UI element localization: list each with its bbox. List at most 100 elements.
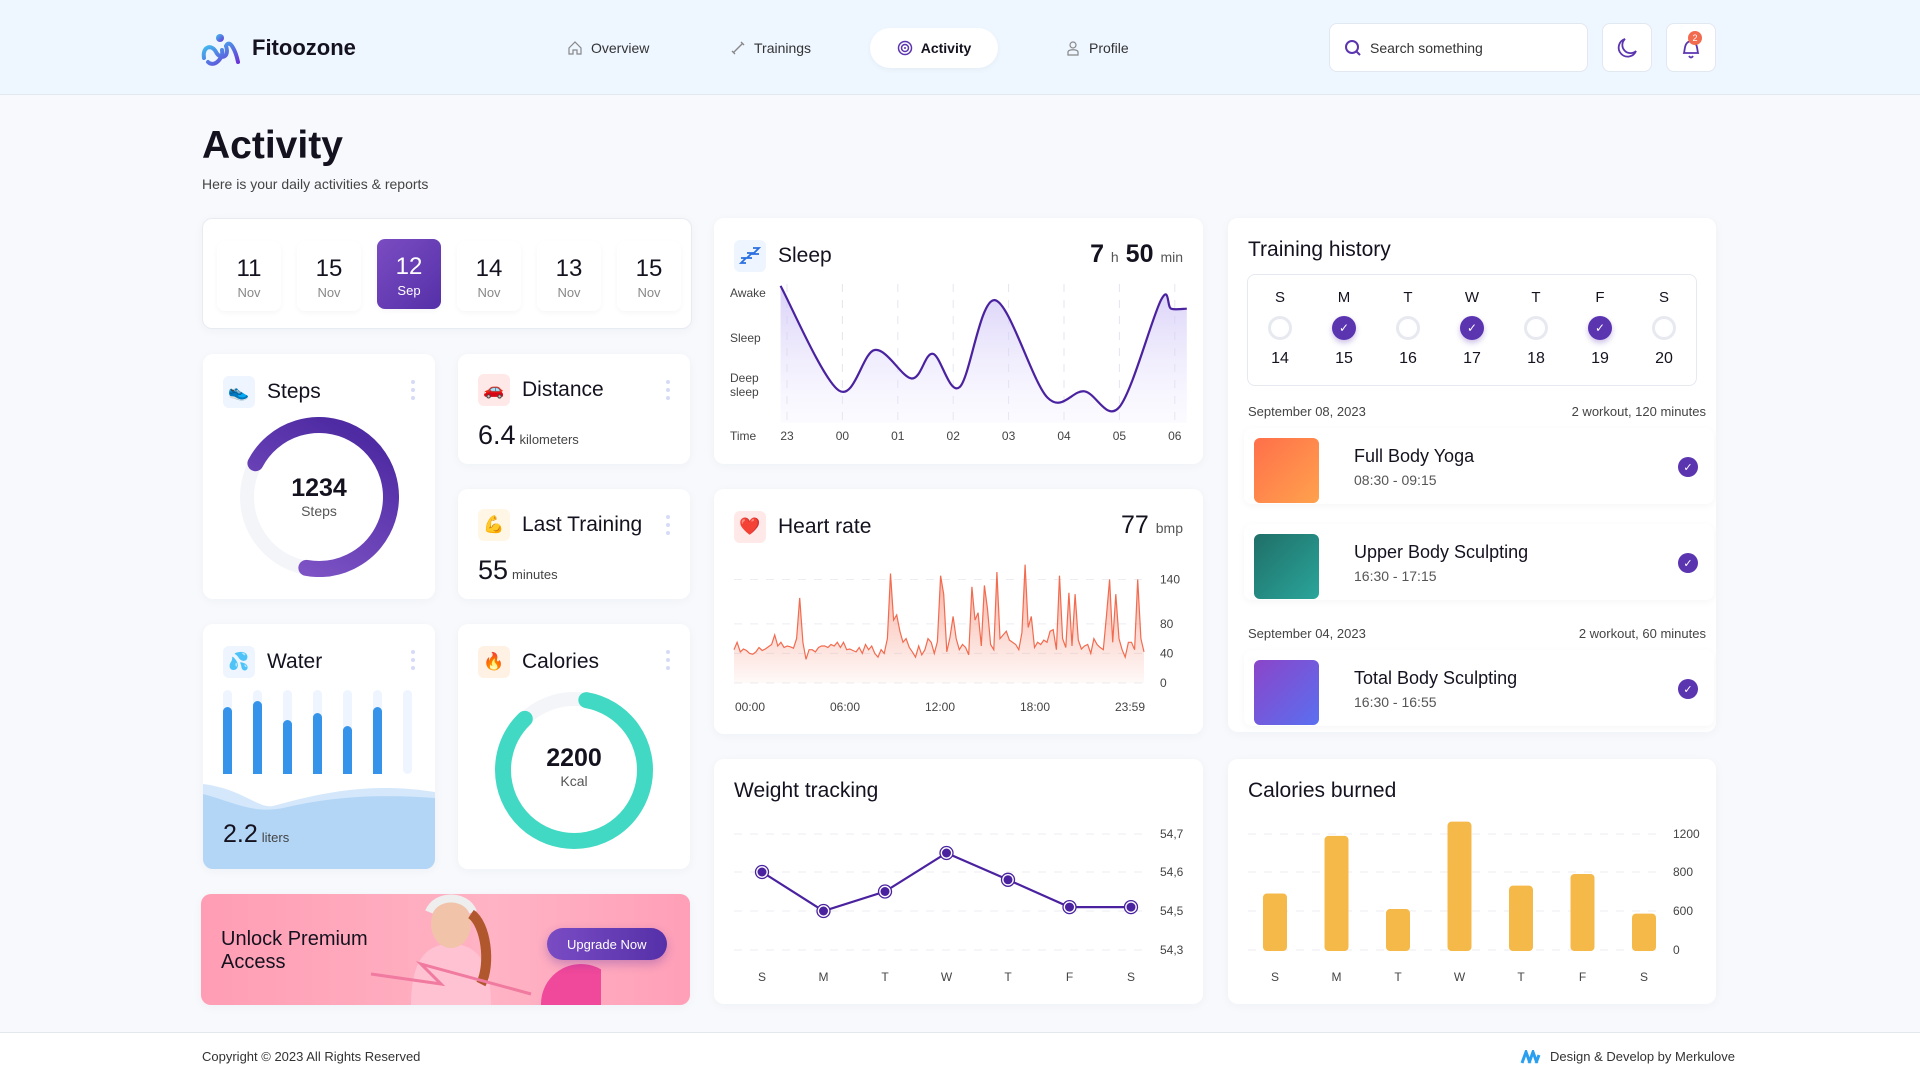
last-training-card: 💪 Last Training 55 minutes	[458, 489, 690, 599]
date-day: 12	[395, 253, 423, 280]
more-menu-icon[interactable]	[666, 650, 670, 670]
calories-card: 🔥 Calories 2200 Kcal	[458, 624, 690, 869]
calories-x-tick: M	[1332, 970, 1342, 984]
last-training-value: 55	[478, 555, 509, 585]
calories-bar[interactable]	[1447, 821, 1472, 951]
weight-point[interactable]	[942, 848, 951, 858]
week-day[interactable]: T 16	[1388, 289, 1428, 368]
notifications-button[interactable]: 2	[1666, 23, 1716, 72]
workout-item[interactable]: Total Body Sculpting 16:30 - 16:55 ✓	[1244, 650, 1714, 726]
calories-bar[interactable]	[1263, 893, 1287, 951]
calories-bar[interactable]	[1570, 873, 1595, 951]
calories-title: Calories	[522, 650, 600, 673]
workout-item[interactable]: Full Body Yoga 08:30 - 09:15 ✓	[1244, 428, 1714, 504]
heart-rate-card: ❤️ Heart rate 77 bmp 0 40 80 140 00:00 06:00 12…	[714, 489, 1203, 734]
distance-unit: kilometers	[519, 432, 579, 447]
upgrade-now-button[interactable]: Upgrade Now	[547, 928, 667, 960]
sleep-x-tick: 06	[1168, 429, 1182, 443]
search-box[interactable]	[1329, 23, 1588, 72]
calories-bar[interactable]	[1324, 835, 1349, 951]
more-menu-icon[interactable]	[666, 380, 670, 400]
date-item[interactable]: 12 Sep	[377, 239, 441, 309]
heart-y-tick: 80	[1160, 617, 1174, 631]
calories-x-tick: W	[1454, 970, 1466, 984]
workout-name: Total Body Sculpting	[1354, 668, 1518, 688]
calories-bar[interactable]	[1386, 909, 1410, 951]
footer: Copyright © 2023 All Rights Reserved Des…	[0, 1032, 1920, 1080]
calories-x-tick: F	[1579, 970, 1586, 984]
completed-check-icon: ✓	[1678, 679, 1698, 699]
sleep-hours: 7	[1090, 240, 1104, 268]
water-bar-track	[313, 690, 322, 774]
dark-mode-button[interactable]	[1602, 23, 1652, 72]
nav-activity[interactable]: Activity	[870, 28, 998, 68]
week-day[interactable]: W ✓ 17	[1452, 289, 1492, 368]
sleep-x-tick: 23	[780, 429, 794, 443]
nav-profile[interactable]: Profile	[1045, 28, 1149, 68]
week-day-letter: M	[1337, 289, 1351, 306]
sleep-line	[779, 285, 1187, 413]
week-day-number: 17	[1463, 350, 1481, 367]
sleep-title: Sleep	[778, 244, 832, 267]
date-item[interactable]: 14 Nov	[457, 241, 521, 311]
week-day[interactable]: T 18	[1516, 289, 1556, 368]
weight-chart: 54,3 54,5 54,6 54,7 S M T W T F S	[734, 827, 1184, 984]
date-item[interactable]: 11 Nov	[217, 241, 281, 311]
week-calendar: S 14 M ✓ 15 T 16 W ✓ 17 T 18 F ✓ 19 S 20	[1247, 274, 1697, 386]
steps-card: 👟 Steps 1234 Steps	[203, 354, 435, 599]
sleep-x-label: Time	[730, 429, 757, 443]
shoe-icon: 👟	[223, 376, 255, 408]
history-date: September 08, 2023	[1248, 404, 1366, 419]
calories-unit: Kcal	[560, 773, 588, 789]
zzz-icon	[734, 240, 766, 272]
logo-icon	[201, 34, 240, 66]
water-bar	[223, 706, 232, 774]
weight-point[interactable]	[1126, 902, 1136, 912]
water-card: 💦 Water 2.2 liters	[203, 624, 435, 869]
heart-y-tick: 0	[1160, 676, 1167, 690]
weight-point[interactable]	[880, 887, 890, 896]
week-day[interactable]: S 14	[1260, 289, 1300, 368]
search-input[interactable]	[1370, 39, 1570, 56]
date-item[interactable]: 15 Nov	[297, 241, 361, 311]
weight-x-tick: T	[881, 970, 889, 984]
week-day[interactable]: S 20	[1644, 289, 1684, 368]
workout-time: 16:30 - 16:55	[1354, 694, 1437, 710]
search-icon	[1345, 39, 1361, 56]
calories-bar[interactable]	[1632, 913, 1656, 951]
water-bar	[283, 720, 292, 774]
workout-name: Full Body Yoga	[1354, 446, 1475, 466]
calories-burned-chart: 0 600 800 1200 S M T W T F S	[1248, 821, 1700, 984]
logo[interactable]: Fitoozone	[200, 28, 356, 68]
more-menu-icon[interactable]	[411, 380, 415, 400]
more-menu-icon[interactable]	[411, 650, 415, 670]
weight-y-tick: 54,7	[1160, 827, 1184, 841]
workout-item[interactable]: Upper Body Sculpting 16:30 - 17:15 ✓	[1244, 524, 1714, 600]
premium-banner: Unlock Premium Access Upgrade Now	[201, 894, 690, 1005]
date-item[interactable]: 13 Nov	[537, 241, 601, 311]
weight-x-tick: M	[819, 970, 829, 984]
weight-tracking-card: Weight tracking 54,3 54,5 54,6 54,7 S M T W T F S	[714, 759, 1203, 1004]
calories-bar[interactable]	[1509, 885, 1533, 951]
calories-burned-card: Calories burned 0 600 800 1200 S M T W T F S	[1228, 759, 1716, 1004]
weight-point[interactable]	[1003, 875, 1013, 885]
date-item[interactable]: 15 Nov	[617, 241, 681, 311]
credit[interactable]: Design & Develop by Merkulove	[1520, 1049, 1735, 1064]
weight-point[interactable]	[819, 906, 828, 916]
top-header: Fitoozone Overview Trainings Activity Pr…	[0, 0, 1920, 95]
sleep-y-label: Sleep	[730, 331, 761, 345]
more-menu-icon[interactable]	[666, 515, 670, 535]
steps-unit: Steps	[301, 503, 337, 519]
weight-point[interactable]	[1065, 902, 1074, 912]
copyright: Copyright © 2023 All Rights Reserved	[202, 1049, 421, 1064]
nav-trainings[interactable]: Trainings	[710, 28, 831, 68]
heart-rate-value: 77 bmp	[1121, 511, 1183, 540]
week-day[interactable]: F ✓ 19	[1580, 289, 1620, 368]
sleep-minutes-unit: min	[1160, 249, 1183, 265]
calories-y-tick: 0	[1673, 943, 1680, 957]
training-history-title: Training history	[1248, 238, 1391, 261]
water-value: 2.2	[223, 820, 258, 848]
weight-point[interactable]	[757, 867, 767, 877]
nav-overview[interactable]: Overview	[547, 28, 669, 68]
week-day[interactable]: M ✓ 15	[1324, 289, 1364, 368]
